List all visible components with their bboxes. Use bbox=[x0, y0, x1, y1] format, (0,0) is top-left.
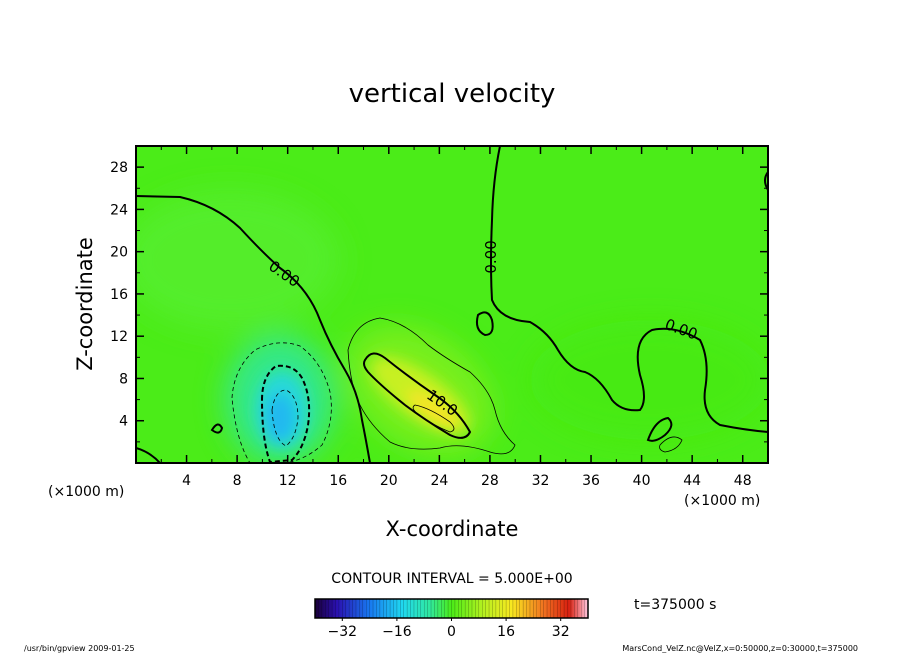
colorbar-tick-label: −32 bbox=[328, 624, 358, 640]
plot-frame bbox=[135, 145, 769, 464]
chart-title: vertical velocity bbox=[349, 79, 556, 109]
contour-zero-small-loop bbox=[475, 311, 494, 337]
contour-zero-lower-loop bbox=[646, 416, 673, 442]
y-axis: 4 8 12 16 20 24 28 bbox=[110, 160, 768, 443]
x-tick-label: 40 bbox=[633, 473, 651, 489]
shade-upper-left bbox=[136, 190, 340, 330]
y-tick-label: 28 bbox=[110, 160, 128, 176]
contour-pos-5 bbox=[347, 317, 516, 455]
contour-neg-10 bbox=[260, 364, 311, 463]
contour-neg-15 bbox=[271, 389, 299, 447]
y-tick-label: 20 bbox=[110, 245, 128, 261]
y-tick-label: 12 bbox=[110, 329, 128, 345]
contour-zero-middle bbox=[490, 146, 768, 433]
contour-pos-10 bbox=[363, 352, 472, 439]
x-tick-label: 12 bbox=[279, 473, 297, 489]
contour-zero-left bbox=[136, 195, 371, 463]
contour-pos-5-right bbox=[659, 436, 683, 453]
footer-left: /usr/bin/gpview 2009-01-25 bbox=[24, 644, 135, 653]
shade-right bbox=[530, 320, 768, 440]
x-axis: 4 8 12 16 20 24 28 32 36 40 44 48 bbox=[160, 146, 752, 489]
x-tick-label: 8 bbox=[233, 473, 242, 489]
shade-downdraft-core bbox=[266, 394, 294, 442]
x-tick-label: 24 bbox=[430, 473, 448, 489]
x-axis-unit: (×1000 m) bbox=[684, 493, 760, 509]
contour-zero-bottom-left bbox=[136, 447, 161, 463]
y-axis-label: Z-coordinate bbox=[73, 237, 97, 371]
colorbar-ticks: −32 −16 0 16 32 bbox=[328, 618, 570, 640]
y-tick-label: 24 bbox=[110, 202, 128, 218]
x-tick-label: 36 bbox=[582, 473, 600, 489]
x-tick-label: 28 bbox=[481, 473, 499, 489]
x-tick-label: 4 bbox=[182, 473, 191, 489]
time-label: t=375000 s bbox=[634, 597, 716, 613]
contour-pos-15 bbox=[412, 404, 455, 433]
colorbar: −32 −16 0 16 32 bbox=[314, 598, 589, 640]
x-tick-label: 16 bbox=[329, 473, 347, 489]
contour-zero-bottom-small bbox=[210, 423, 224, 434]
y-axis-unit: (×1000 m) bbox=[48, 484, 124, 500]
colorbar-tick-label: 32 bbox=[552, 624, 570, 640]
x-tick-label: 32 bbox=[532, 473, 550, 489]
contour-label: 0.00 bbox=[482, 240, 500, 273]
x-tick-label: 48 bbox=[734, 473, 752, 489]
shade-updraft-core bbox=[407, 390, 459, 430]
contour-interval: CONTOUR INTERVAL = 5.000E+00 bbox=[331, 571, 572, 587]
footer-right: MarsCond_VelZ.nc@VelZ,x=0:50000,z=0:3000… bbox=[622, 644, 858, 653]
colorbar-tick-label: 16 bbox=[497, 624, 515, 640]
x-tick-label: 20 bbox=[380, 473, 398, 489]
y-tick-label: 16 bbox=[110, 287, 128, 303]
y-tick-label: 4 bbox=[119, 414, 128, 430]
colorbar-stripes bbox=[318, 599, 585, 618]
x-tick-label: 44 bbox=[683, 473, 701, 489]
contours bbox=[136, 146, 768, 463]
colorbar-tick-label: −16 bbox=[382, 624, 412, 640]
y-tick-label: 8 bbox=[119, 371, 128, 387]
colorbar-tick-label: 0 bbox=[447, 624, 456, 640]
x-axis-label: X-coordinate bbox=[386, 517, 519, 541]
